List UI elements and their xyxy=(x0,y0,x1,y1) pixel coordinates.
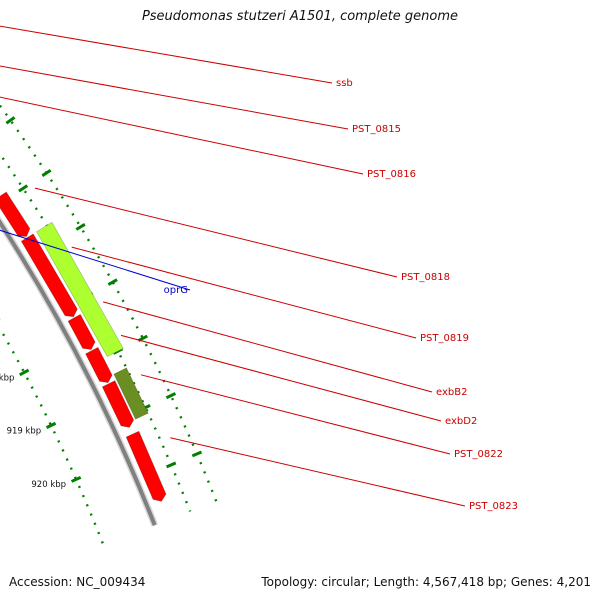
gene-label: PST_0823 xyxy=(469,501,518,512)
genome-title: Pseudomonas stutzeri A1501, complete gen… xyxy=(141,9,459,24)
tick-ring-3 xyxy=(0,103,218,502)
scale-tick xyxy=(19,368,30,377)
scale-tick xyxy=(5,116,16,125)
scale-tick xyxy=(75,223,86,231)
gene-block xyxy=(67,313,96,350)
gene-label: oprG xyxy=(164,285,188,296)
scale-tick xyxy=(107,278,118,286)
gene-label-leader xyxy=(103,301,433,393)
gene-block xyxy=(101,380,135,428)
scale-label: 918 kbp xyxy=(0,374,14,384)
accession-text: Accession: NC_009434 xyxy=(9,575,146,589)
gene-block xyxy=(113,367,149,420)
scale-tick xyxy=(41,168,52,177)
gene-label-leader xyxy=(120,334,442,422)
scale-label: 920 kbp xyxy=(31,480,66,490)
gene-label: PST_0815 xyxy=(352,124,401,135)
gene-label: PST_0818 xyxy=(401,272,450,283)
gene-label-leader xyxy=(34,187,398,278)
scale-tick xyxy=(165,392,177,400)
gene-block xyxy=(85,346,113,384)
gene-label-leader xyxy=(0,96,364,175)
gene-block xyxy=(125,430,167,502)
gene-block xyxy=(0,191,31,237)
gene-label: ssb xyxy=(336,78,353,89)
gene-label-leader xyxy=(0,229,191,291)
scale-tick xyxy=(191,450,203,458)
scale-tick xyxy=(18,184,29,193)
genome-summary-text: Topology: circular; Length: 4,567,418 bp… xyxy=(261,575,591,589)
gene-label: PST_0816 xyxy=(367,169,416,180)
gene-label: PST_0819 xyxy=(420,333,469,344)
backbone-line xyxy=(0,218,157,526)
scale-tick xyxy=(165,461,177,469)
gene-label-leader xyxy=(0,25,333,84)
gene-label-leader xyxy=(140,374,451,455)
gene-label-leader xyxy=(71,246,417,339)
gene-label-leader xyxy=(0,65,349,130)
scale-tick xyxy=(70,476,82,483)
scale-label: 919 kbp xyxy=(7,426,42,436)
gene-block xyxy=(20,233,78,318)
gene-label-leader xyxy=(170,437,466,507)
gene-label: PST_0822 xyxy=(454,449,503,460)
gene-label: exbB2 xyxy=(436,387,467,398)
gene-label: exbD2 xyxy=(445,416,477,427)
scale-tick xyxy=(45,421,57,429)
gene-block xyxy=(36,221,124,358)
